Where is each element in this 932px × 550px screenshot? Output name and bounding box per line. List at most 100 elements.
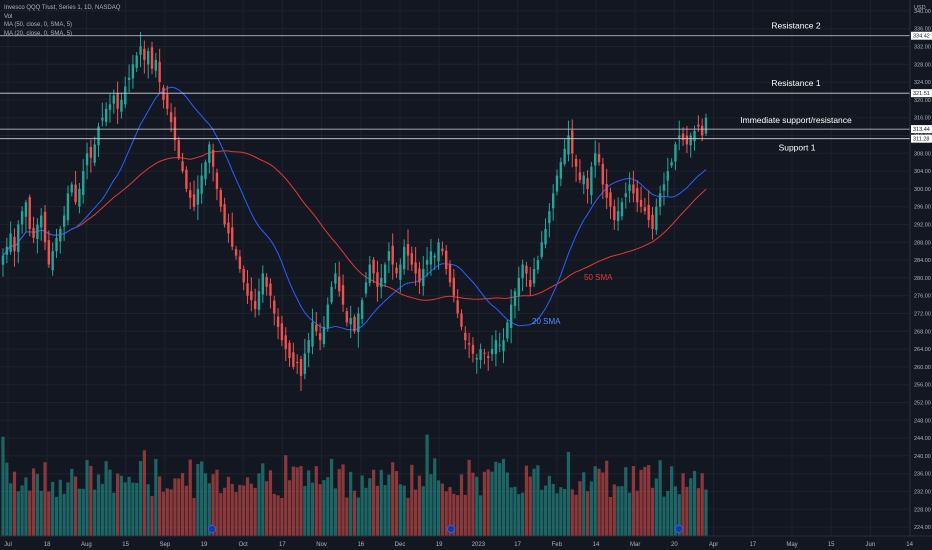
volume-bar <box>624 467 628 536</box>
candle-body <box>353 316 356 332</box>
price-axis[interactable]: USD 224.00 228.00 232.00 236.00 240.00 244.00 2… <box>909 0 932 550</box>
candle-body <box>276 316 280 327</box>
legend-ma-20[interactable]: MA (20, close, 0, SMA, 5) <box>4 30 73 37</box>
volume-bar <box>161 491 166 536</box>
dividend-marker-icon[interactable] <box>207 524 217 534</box>
candle-body <box>227 222 230 234</box>
event-markers[interactable] <box>207 524 684 534</box>
volume-bar <box>704 489 708 536</box>
dividend-marker-icon[interactable] <box>446 524 456 534</box>
volume-bar <box>100 483 104 536</box>
candle-body <box>288 342 291 358</box>
volume-bar <box>356 497 360 536</box>
volume-bar <box>28 490 32 536</box>
price-tick-label: 276.00 <box>914 294 931 300</box>
sma-20-label: 20 SMA <box>532 317 561 326</box>
candle-body <box>185 169 188 189</box>
candle-body <box>643 207 647 212</box>
volume-bar <box>692 470 697 536</box>
price-tick-label: 296.00 <box>914 205 931 211</box>
time-axis[interactable]: Jul 18 Aug 15 Sep 19 Oct 17 Nov 16 Dec 19 2023 17 Feb 1… <box>0 535 932 550</box>
volume-bar <box>402 485 406 536</box>
candle-body <box>215 172 219 189</box>
volume-bar <box>253 487 257 536</box>
volume-bar <box>528 476 532 536</box>
volume-bar <box>119 475 124 536</box>
candle-body <box>150 47 154 69</box>
legend-ma-50[interactable]: MA (50, close, 0, SMA, 5) <box>4 22 73 28</box>
candle-body <box>460 313 463 327</box>
volume-bar <box>303 485 307 536</box>
candle-body <box>517 277 520 297</box>
price-tick-label: 328.00 <box>914 62 931 68</box>
volume-bar <box>131 482 135 536</box>
candle-body <box>391 245 394 265</box>
candle-body <box>662 184 666 191</box>
volume-bar <box>364 487 368 536</box>
volume-bar <box>685 486 689 536</box>
volume-bar <box>475 476 479 536</box>
candle-body <box>418 268 421 283</box>
candle-body <box>590 166 593 196</box>
candle-body <box>24 202 28 217</box>
price-tick-label: 228.00 <box>914 507 931 513</box>
candle-body <box>62 215 66 227</box>
volume-bar <box>43 462 47 536</box>
candle-body <box>678 135 681 138</box>
volume-bar <box>582 472 586 536</box>
price-tag-label: 321.51 <box>913 91 930 97</box>
candle-body <box>166 94 169 109</box>
candle-body <box>521 264 524 279</box>
candle-body <box>376 272 379 287</box>
candle-body <box>261 273 264 295</box>
volume-bar <box>1 436 5 536</box>
time-tick-label: 14 <box>593 542 600 548</box>
volume-bar <box>605 460 609 536</box>
legend-volume[interactable]: Vol <box>4 13 13 20</box>
candle-body <box>471 344 475 354</box>
volume-bar <box>196 464 200 536</box>
volume-bar <box>35 474 39 536</box>
volume-bar <box>681 473 685 536</box>
price-tick-label: 240.00 <box>914 454 931 460</box>
candle-body <box>448 264 452 283</box>
candle-body <box>85 153 89 166</box>
price-tick-label: 292.00 <box>914 223 931 229</box>
candle-body <box>441 248 444 252</box>
volume-bar <box>349 471 353 536</box>
level-label: Resistance 2 <box>771 21 820 31</box>
volume-bar <box>371 469 376 536</box>
candle-body <box>693 131 696 142</box>
candle-body <box>349 317 352 325</box>
candle-body <box>689 135 692 146</box>
volume-bar <box>226 476 231 536</box>
price-tick-label: 260.00 <box>914 365 931 371</box>
candle-body <box>66 193 70 221</box>
level-label: Support 1 <box>779 143 816 153</box>
candle-body <box>399 264 402 280</box>
volume-bar <box>394 471 399 536</box>
candle-body <box>51 251 54 271</box>
candle-body <box>529 280 532 287</box>
candle-body <box>651 214 654 229</box>
candle-body <box>273 300 276 314</box>
volume-bar <box>177 478 181 536</box>
candle-body <box>147 50 150 65</box>
volume-bar <box>310 482 315 536</box>
price-tag-bg <box>911 134 932 143</box>
candle-body <box>414 262 417 274</box>
candle-body <box>169 112 173 123</box>
time-tick-label: 19 <box>436 542 443 548</box>
volume-bar <box>314 466 318 536</box>
dividend-marker-icon[interactable] <box>674 524 684 534</box>
horizontal-levels[interactable]: Resistance 2 Resistance 1 Immediate suppor… <box>0 21 910 153</box>
candle-body <box>532 269 536 284</box>
candle-body <box>548 211 551 224</box>
candle-body <box>402 246 406 270</box>
candle-body <box>234 249 238 256</box>
volume-bar <box>268 470 273 536</box>
candle-body <box>246 283 249 296</box>
candle-body <box>509 304 513 328</box>
candle-body <box>395 267 398 274</box>
